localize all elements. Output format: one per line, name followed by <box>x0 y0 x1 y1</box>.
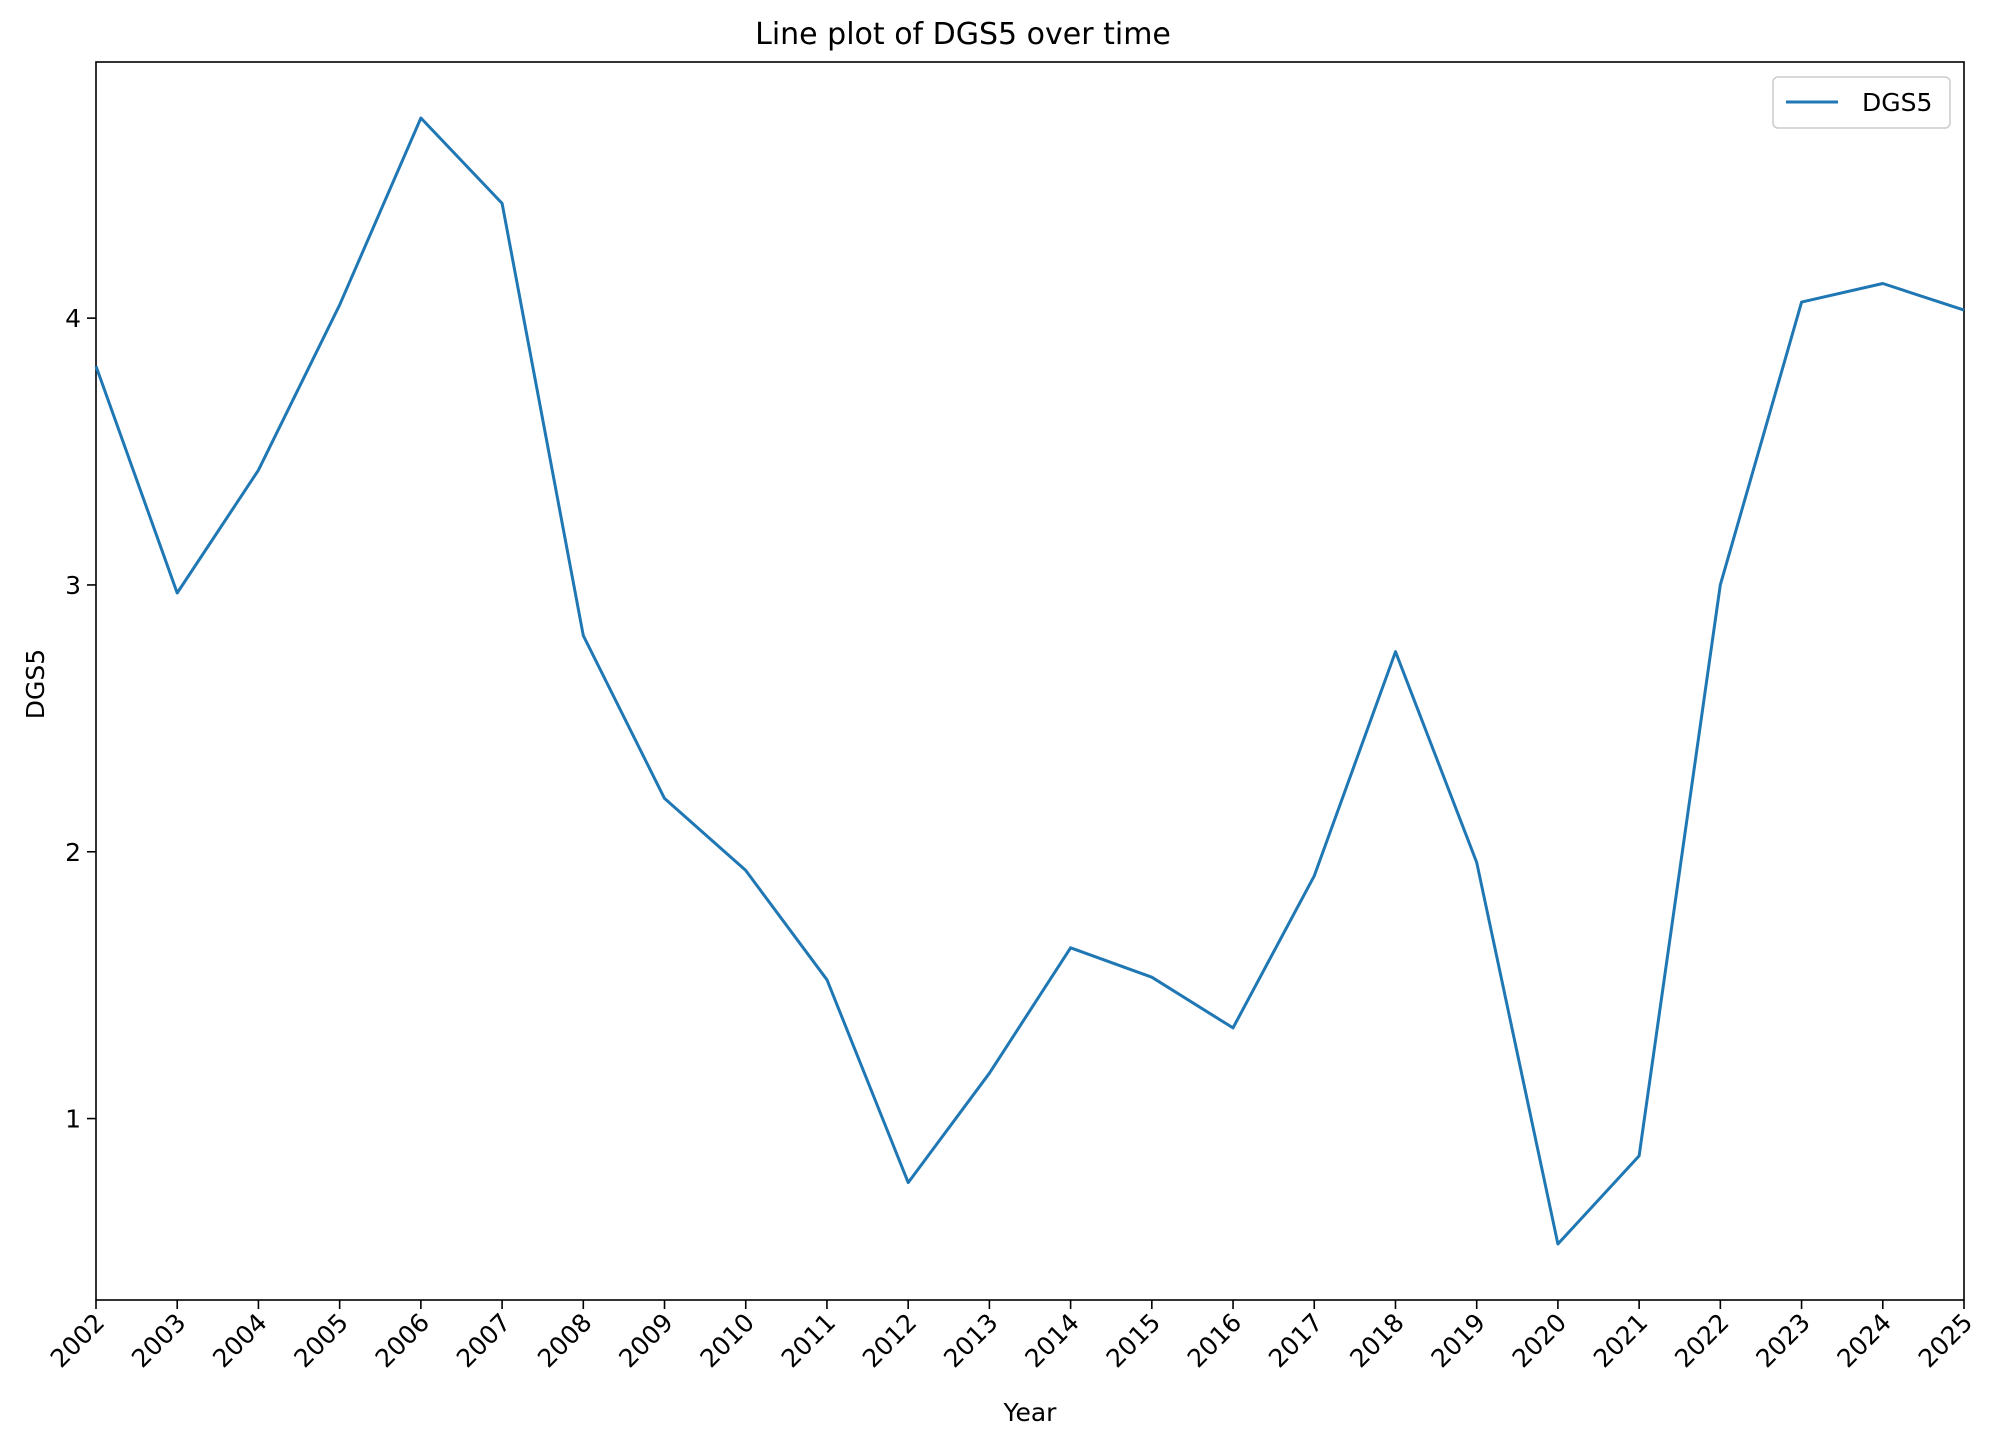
series-line-dgs5 <box>94 116 1965 1246</box>
x-axis-label: Year <box>1003 1398 1058 1427</box>
plot-frame <box>95 61 1965 1301</box>
y-axis-label: DGS5 <box>21 649 50 719</box>
chart-title: Line plot of DGS5 over time <box>755 17 1171 52</box>
legend-box <box>1772 76 1951 129</box>
y-tick-label: 4 <box>65 304 81 333</box>
y-tick-label: 3 <box>65 571 81 600</box>
legend-label: DGS5 <box>1862 88 1932 117</box>
y-axis: 1 2 3 4 <box>65 304 96 1134</box>
series-layer <box>94 116 1965 1246</box>
y-tick-label: 1 <box>65 1105 81 1134</box>
y-tick-label: 2 <box>65 838 81 867</box>
legend: DGS5 <box>1772 76 1951 129</box>
